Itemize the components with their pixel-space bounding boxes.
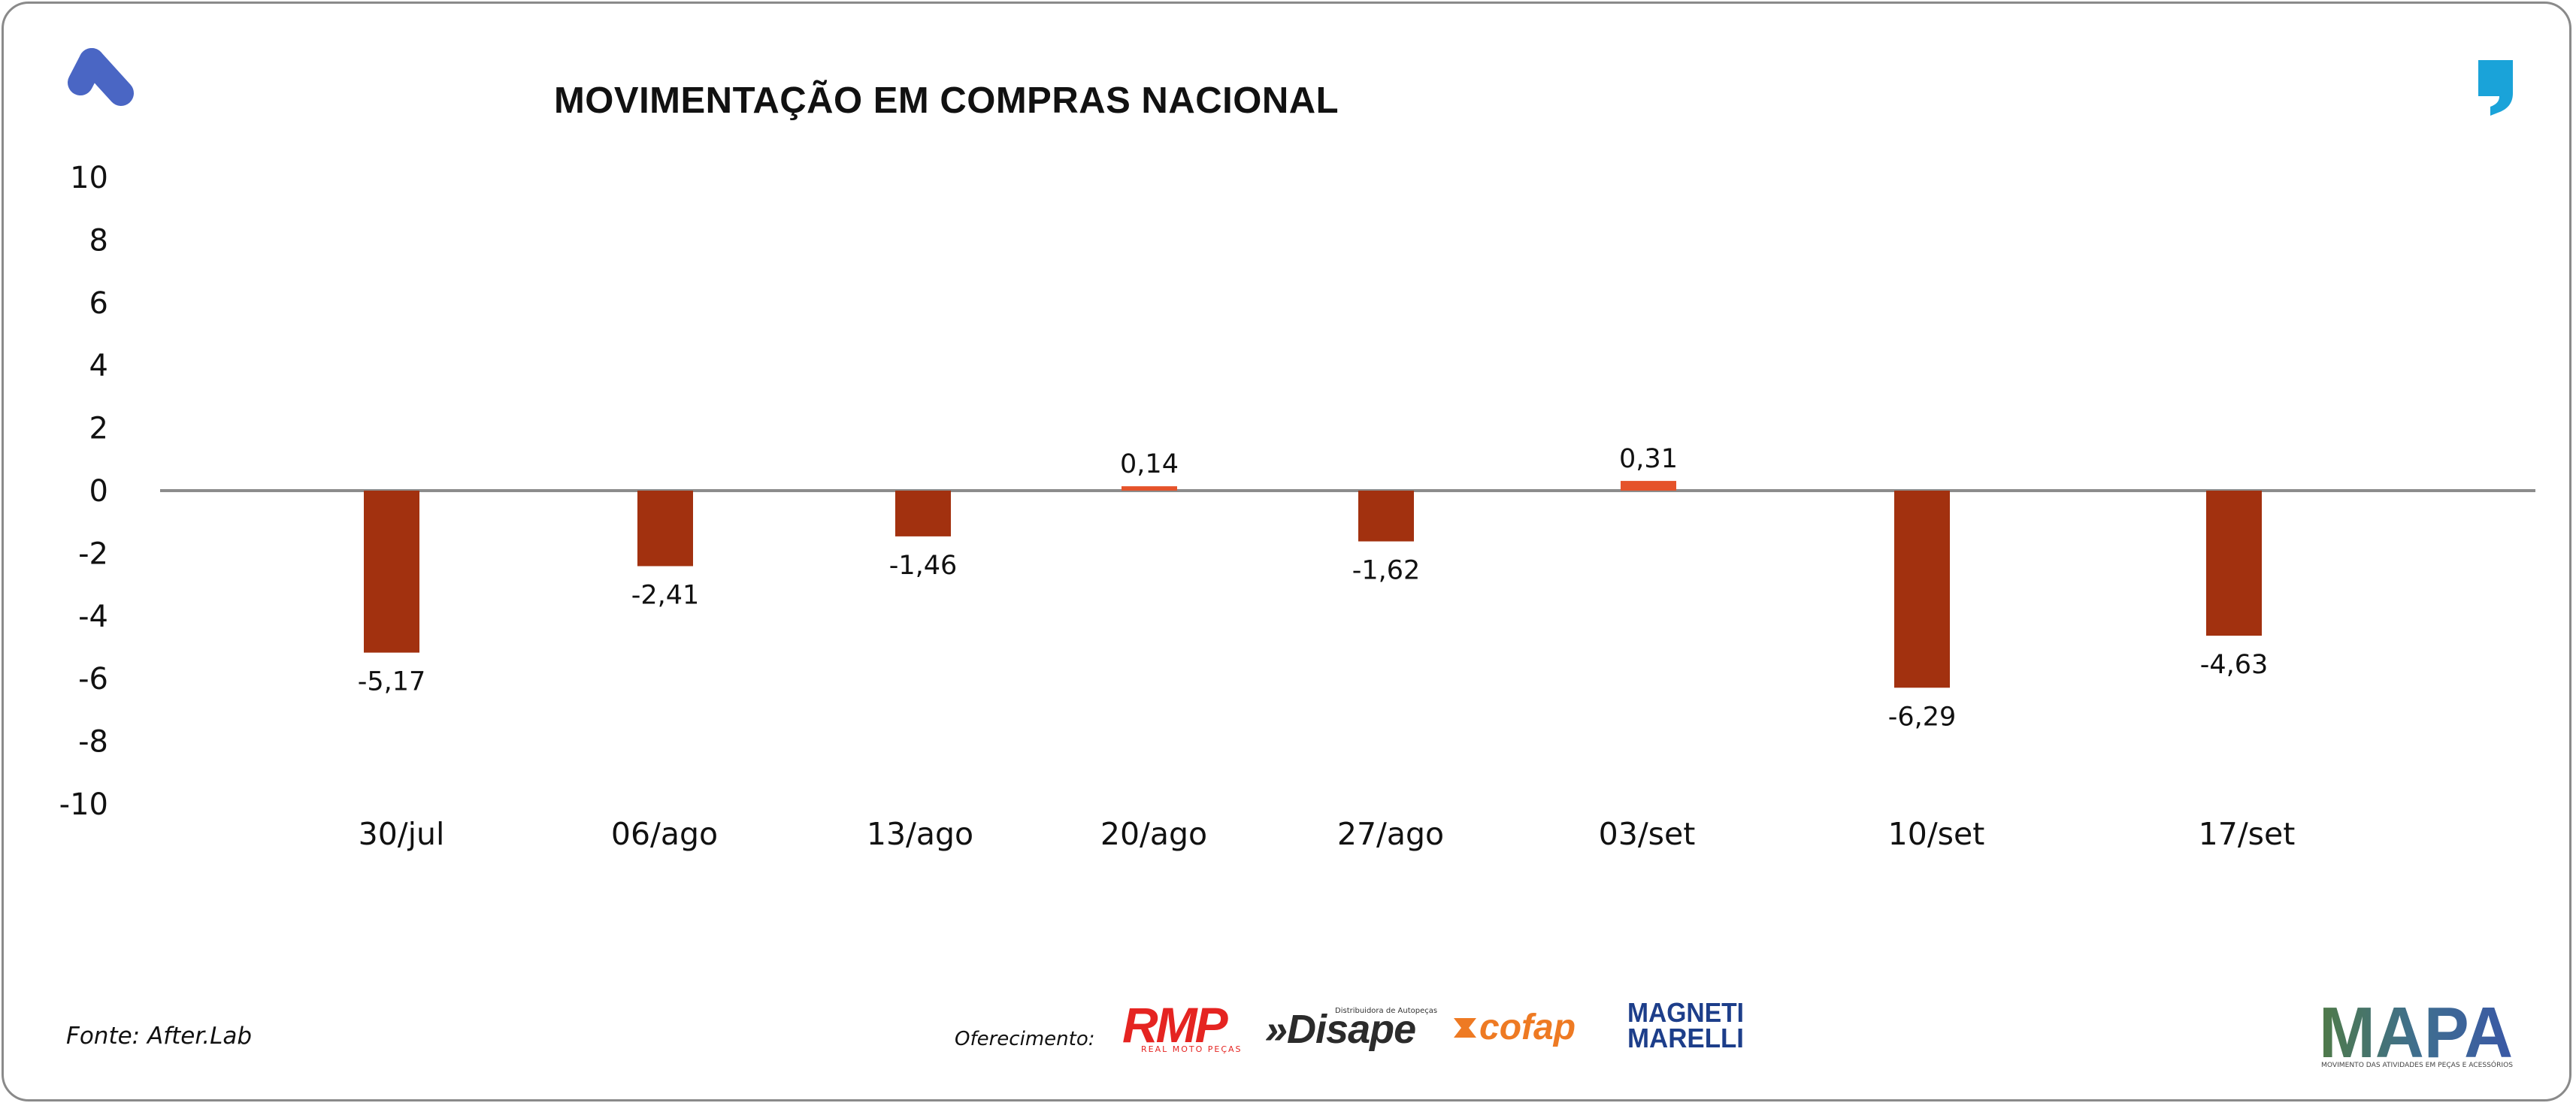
data-label: -1,46 [889,551,958,581]
disape-logo: Distribuidora de Autopeças »Disape [1265,1007,1437,1052]
y-tick-label: 6 [89,286,108,321]
data-labels: -5,17 -2,41 -1,46 0,14 -1,62 0,31 -6,29 -4,63 [358,444,2269,732]
disape-logo-text: »Disape [1265,1007,1415,1052]
cofap-logo-text: cofap [1479,1008,1576,1047]
y-tick-label: -4 [78,600,108,634]
cofap-mark-icon [1454,1018,1476,1038]
magneti-marelli-logo: MAGNETI MARELLI [1627,997,1744,1053]
bar [2206,491,2262,636]
x-tick-label: 13/ago [867,816,973,852]
x-tick-label: 17/set [2199,816,2296,852]
data-label: -6,29 [1888,702,1957,732]
y-tick-label: 0 [89,474,108,509]
y-tick-label: 4 [89,349,108,383]
data-label: 0,31 [1619,444,1678,474]
bar [364,491,419,653]
x-tick-label: 20/ago [1100,816,1207,852]
x-tick-label: 03/set [1599,816,1696,852]
y-tick-label: 8 [89,223,108,258]
source-note: Fonte: After.Lab [66,1023,252,1050]
y-tick-label: -6 [78,662,108,697]
letter-a-logo-icon [68,48,134,106]
magneti-text: MAGNETI [1627,997,1744,1028]
rmp-logo-subtext: REAL MOTO PEÇAS [1141,1044,1243,1054]
bar [637,491,693,567]
bar [895,491,951,536]
mapa-logo-subtext: MOVIMENTO DAS ATIVIDADES EM PEÇAS E ACES… [2321,1060,2513,1069]
sponsor-label: Oferecimento: [955,1028,1094,1050]
x-tick-label: 10/set [1888,816,1985,852]
data-label: -2,41 [631,580,700,610]
y-tick-label: -8 [78,725,108,760]
y-tick-label: -10 [59,787,108,822]
quote-mark-icon [2478,60,2513,116]
disape-logo-subtext: Distribuidora de Autopeças [1335,1007,1437,1015]
data-label: -1,62 [1352,556,1421,586]
mapa-logo: MAPA MOVIMENTO DAS ATIVIDADES EM PEÇAS E… [2319,993,2513,1073]
data-label: -5,17 [358,667,426,697]
y-axis: 10 8 6 4 2 0 -2 -4 -6 -8 -10 [59,161,108,822]
chart-title: MOVIMENTAÇÃO EM COMPRAS NACIONAL [554,80,1339,121]
y-tick-label: 10 [70,161,108,195]
bar-series [364,481,2262,688]
rmp-logo-text: RMP [1122,997,1229,1053]
y-tick-label: -2 [78,536,108,571]
cofap-logo: cofap [1454,1008,1576,1047]
data-label: -4,63 [2200,650,2269,680]
rmp-logo: RMP REAL MOTO PEÇAS [1122,997,1243,1054]
data-label: 0,14 [1120,449,1179,479]
bar [1621,481,1676,491]
x-tick-label: 06/ago [611,816,718,852]
bar [1122,486,1177,491]
bar [1894,491,1950,688]
x-tick-label: 27/ago [1337,816,1444,852]
x-tick-label: 30/jul [359,816,445,852]
mapa-logo-text: MAPA [2319,993,2513,1073]
marelli-text: MARELLI [1627,1023,1744,1053]
y-tick-label: 2 [89,412,108,446]
bar [1358,491,1414,542]
x-axis: 30/jul 06/ago 13/ago 20/ago 27/ago 03/set 10/s… [359,816,2296,852]
